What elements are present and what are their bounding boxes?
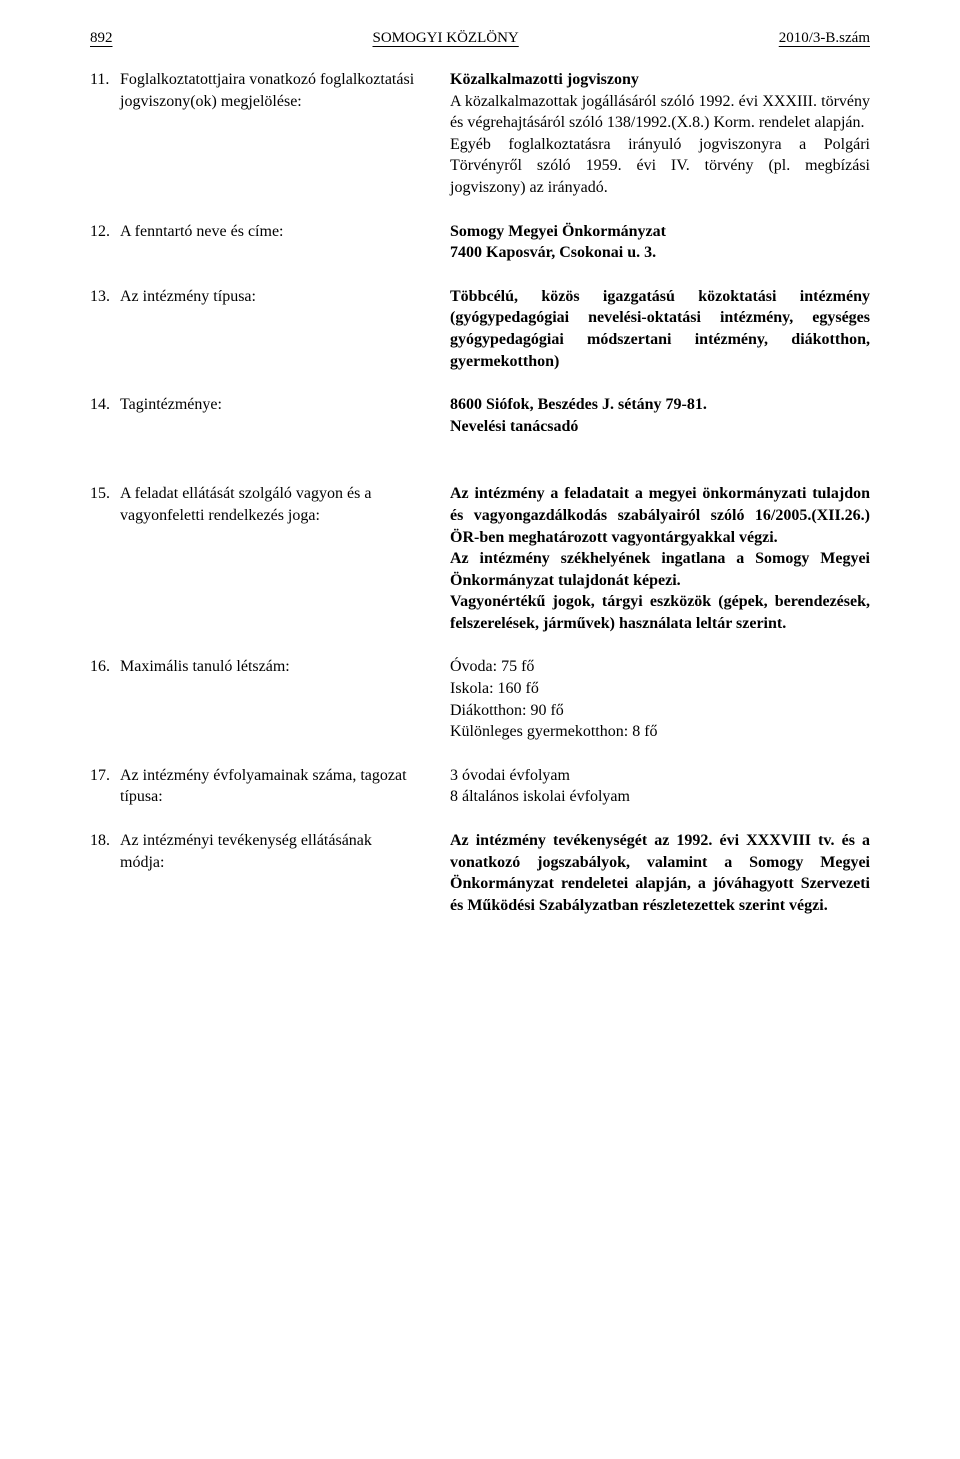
- item-label: Foglalkoztatottjaira vonatkozó foglalkoz…: [120, 69, 450, 112]
- list-item: 11.Foglalkoztatottjaira vonatkozó foglal…: [90, 69, 870, 199]
- item-value: 3 óvodai évfolyam8 általános iskolai évf…: [450, 765, 870, 808]
- item-value-bold: Többcélú, közös igazgatású közoktatási i…: [450, 288, 870, 370]
- page-header: 892 SOMOGYI KÖZLÖNY 2010/3-B.szám: [90, 30, 870, 47]
- item-label: A fenntartó neve és címe:: [120, 221, 450, 243]
- item-value-text: 3 óvodai évfolyam8 általános iskolai évf…: [450, 767, 630, 806]
- item-number: 15.: [90, 483, 120, 505]
- header-title: SOMOGYI KÖZLÖNY: [373, 30, 519, 47]
- list-item: 15.A feladat ellátását szolgáló vagyon é…: [90, 483, 870, 634]
- item-value: Közalkalmazotti jogviszony A közalkalmazo…: [450, 69, 870, 199]
- item-label: Az intézmény évfolyamainak száma, tagoza…: [120, 765, 450, 808]
- item-value-text: A közalkalmazottak jogállásáról szóló 19…: [450, 93, 870, 196]
- item-label: Az intézmény típusa:: [120, 286, 450, 308]
- list-item: 16.Maximális tanuló létszám:Óvoda: 75 fő…: [90, 656, 870, 742]
- list-item: 12.A fenntartó neve és címe:Somogy Megye…: [90, 221, 870, 264]
- page-number: 892: [90, 30, 113, 47]
- item-value-bold: Somogy Megyei Önkormányzat7400 Kaposvár,…: [450, 223, 666, 262]
- item-number: 16.: [90, 656, 120, 678]
- item-number: 12.: [90, 221, 120, 243]
- header-issue: 2010/3-B.szám: [779, 30, 870, 47]
- item-number: 11.: [90, 69, 120, 91]
- item-value: Többcélú, közös igazgatású közoktatási i…: [450, 286, 870, 372]
- item-number: 13.: [90, 286, 120, 308]
- item-number: 17.: [90, 765, 120, 787]
- item-value-bold: Az intézmény a feladatait a megyei önkor…: [450, 485, 870, 632]
- item-value: Somogy Megyei Önkormányzat7400 Kaposvár,…: [450, 221, 870, 264]
- item-value-bold: 8600 Siófok, Beszédes J. sétány 79-81.Ne…: [450, 396, 707, 435]
- item-number: 14.: [90, 394, 120, 416]
- item-value: Óvoda: 75 főIskola: 160 főDiákotthon: 90…: [450, 656, 870, 742]
- item-value-text: Óvoda: 75 főIskola: 160 főDiákotthon: 90…: [450, 658, 658, 740]
- item-value: Az intézmény tevékenységét az 1992. évi …: [450, 830, 870, 916]
- list-item: 14.Tagintézménye:8600 Siófok, Beszédes J…: [90, 394, 870, 437]
- item-label: Maximális tanuló létszám:: [120, 656, 450, 678]
- list-item: 13.Az intézmény típusa:Többcélú, közös i…: [90, 286, 870, 372]
- item-label: Az intézményi tevékenység ellátásának mó…: [120, 830, 450, 873]
- list-item: 17.Az intézmény évfolyamainak száma, tag…: [90, 765, 870, 808]
- item-value-bold: Az intézmény tevékenységét az 1992. évi …: [450, 832, 870, 914]
- item-value: 8600 Siófok, Beszédes J. sétány 79-81.Ne…: [450, 394, 870, 437]
- item-number: 18.: [90, 830, 120, 852]
- item-value: Az intézmény a feladatait a megyei önkor…: [450, 483, 870, 634]
- item-label: A feladat ellátását szolgáló vagyon és a…: [120, 483, 450, 526]
- item-value-bold: Közalkalmazotti jogviszony: [450, 71, 639, 88]
- item-label: Tagintézménye:: [120, 394, 450, 416]
- list-item: 18.Az intézményi tevékenység ellátásának…: [90, 830, 870, 916]
